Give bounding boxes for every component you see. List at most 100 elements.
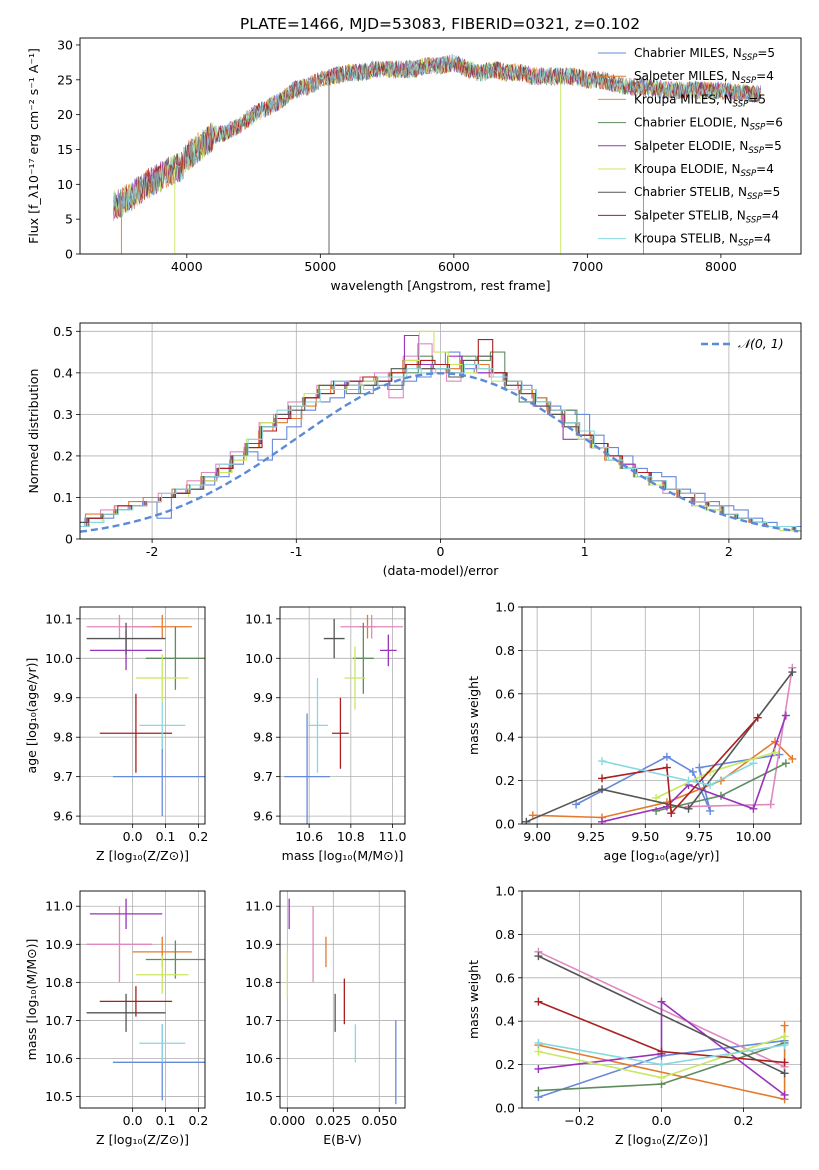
weight-line [538,1000,786,1096]
y-tick-label: 0.3 [53,407,73,422]
x-tick-label: 1 [581,544,589,559]
plot-area [522,663,797,824]
y-axis-label: mass weight [466,960,481,1039]
y-tick-label: 10.1 [45,611,73,626]
weight-marker [780,1041,789,1050]
x-tick-label: 10.00 [736,829,772,844]
weight-marker [684,804,693,813]
y-tick-label: 10.8 [245,975,273,990]
y-tick-label: 0.2 [495,773,515,788]
weight-line [525,671,793,823]
plot-area [86,614,205,817]
legend-label: Kroupa ELODIE, NSSP=4 [634,162,774,179]
axes-frame [79,322,802,540]
weight-marker [780,1069,789,1078]
weight-marker [781,759,790,768]
x-tick-label: 0.2 [188,1113,208,1128]
y-tick-label: 0 [65,247,73,262]
y-tick-label: 0.4 [495,1014,515,1029]
legend-label: Salpeter MILES, NSSP=4 [634,69,774,86]
x-axis-label: E(B-V) [323,1132,362,1147]
x-tick-label: 0.2 [188,829,208,844]
chart-residuals: -2 -1 0 1 2 0 0.1 0.2 0.3 0.4 0.5 (data-model)/erro… [26,322,802,578]
weight-marker [657,1047,666,1056]
legend-label: Chabrier MILES, NSSP=5 [634,46,775,63]
y-tick-label: 9.7 [253,769,273,784]
y-tick-label: 10.7 [245,1013,273,1028]
chart-age-vs-mass: 10.6 10.8 11.0 9.6 9.7 9.8 9.9 10.0 10.1 mass [lo… [245,606,407,863]
weight-marker [652,793,661,802]
weight-marker [781,711,790,720]
y-tick-label: 30 [57,37,73,52]
x-tick-label: 0.0 [123,1113,143,1128]
weight-marker [598,757,607,766]
x-tick-label: 0.0 [123,829,143,844]
spectrum-line [113,54,761,221]
weight-marker [534,952,543,961]
weight-marker [657,1060,666,1069]
x-tick-label: 11.0 [379,829,407,844]
y-tick-label: 10.7 [45,1013,73,1028]
weight-marker [749,759,758,768]
figure-title: PLATE=1466, MJD=53083, FIBERID=0321, z=0… [240,15,640,33]
weight-marker [657,997,666,1006]
y-axis-label: mass [log₁₀(M/M⊙)] [24,939,39,1061]
weight-line [538,955,785,1075]
y-tick-label: 11.0 [245,899,273,914]
legend-label: Kroupa STELIB, NSSP=4 [634,232,771,249]
y-tick-label: 0.6 [495,970,515,985]
y-tick-label: 9.8 [53,730,73,745]
x-axis-label: age [log₁₀(age/yr)] [604,848,720,863]
legend: Chabrier MILES, NSSP=5 Salpeter MILES, NS… [598,46,783,249]
weight-marker [788,754,797,763]
weight-marker [534,1086,543,1095]
weight-marker [662,752,671,761]
chart-weight-vs-Z: −0.2 0.0 0.2 0.0 0.2 0.4 0.6 0.8 1.0 Z [log₁₀(Z/Z… [466,884,802,1147]
x-tick-label: -1 [290,544,302,559]
legend-label: Salpeter STELIB, NSSP=4 [634,208,779,225]
weight-marker [522,817,531,824]
chart-spectrum: 4000 5000 6000 7000 8000 0 5 10 15 20 25 30 waveleng… [26,37,802,293]
weight-marker [598,774,607,783]
y-tick-label: 0.2 [495,1057,515,1072]
weight-line [601,760,754,786]
plot-area [284,614,403,824]
x-tick-label: 9.75 [685,829,713,844]
x-tick-label: 0.1 [156,1113,176,1128]
axes-frame [79,890,206,1109]
weight-line [601,717,759,815]
x-tick-label: 0.025 [315,1113,351,1128]
plot-area [286,898,397,1105]
y-tick-label: 10.9 [45,937,73,952]
y-tick-label: 0.6 [495,686,515,701]
y-axis-label: Flux [f_λ10⁻¹⁷ erg cm⁻² s⁻¹ A⁻¹] [26,48,41,244]
y-tick-label: 25 [57,72,73,87]
weight-marker [771,737,780,746]
y-tick-label: 10.9 [245,937,273,952]
weight-marker [766,800,775,809]
weight-marker [598,817,607,824]
y-tick-label: 9.9 [53,690,73,705]
y-tick-label: 0.0 [495,817,515,832]
x-axis-label: mass [log₁₀(M/M⊙)] [282,848,404,863]
weight-marker [534,1064,543,1073]
x-tick-label: 9.50 [631,829,659,844]
plot-area [534,947,789,1104]
legend-label: Chabrier STELIB, NSSP=5 [634,185,780,202]
weight-marker [534,997,543,1006]
chart-weight-vs-age: 9.00 9.25 9.50 9.75 10.00 0.0 0.2 0.4 0.6 0.8 1.0 a… [466,600,802,863]
axes-frame [279,606,406,825]
x-tick-label: 5000 [304,259,336,274]
x-axis-label: (data-model)/error [383,563,500,578]
weight-marker [706,780,715,789]
x-tick-label: 9.00 [523,829,551,844]
x-tick-label: 10.6 [295,829,323,844]
y-tick-label: 0.4 [53,365,73,380]
y-tick-label: 0 [65,532,73,547]
axes-frame [521,606,802,825]
y-tick-label: 9.7 [53,769,73,784]
plot-layer: 4000 5000 6000 7000 8000051015202530waveleng… [24,37,802,1147]
x-tick-label: 10.8 [337,829,365,844]
chart-mass-vs-ebv: 0.000 0.025 0.050 10.5 10.6 10.7 10.8 10.9 11.0 E… [245,890,406,1147]
x-tick-label: 2 [725,544,733,559]
